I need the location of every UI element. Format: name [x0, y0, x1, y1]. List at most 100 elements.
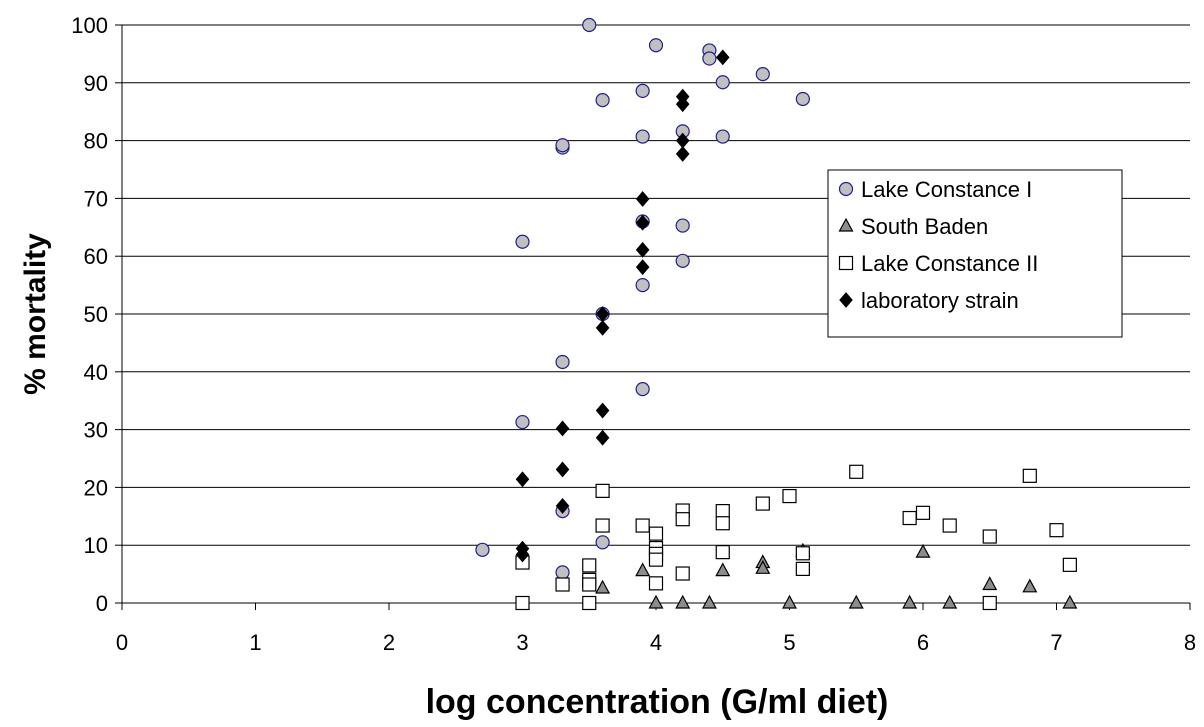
point-s1-1 [635, 562, 651, 577]
point-s2-13 [648, 552, 664, 567]
point-s3-7 [595, 319, 610, 336]
point-s0-26 [795, 91, 810, 107]
point-s1-7 [755, 560, 771, 574]
point-s2-7 [595, 483, 610, 498]
point-s1-12 [915, 543, 931, 558]
point-s2-14 [648, 576, 664, 591]
point-s0-23 [715, 75, 730, 90]
legend: Lake Constance I South Baden Lake Constanc… [827, 169, 1123, 338]
point-s2-27 [915, 505, 931, 520]
grid-lines [122, 24, 1190, 546]
point-s0-24 [715, 129, 730, 144]
legend-marker-1 [838, 217, 854, 232]
point-s3-12 [635, 241, 650, 258]
point-s0-20 [675, 253, 690, 268]
x-tick-label-2: 2 [383, 630, 395, 655]
point-s3-18 [715, 49, 730, 66]
point-s1-5 [715, 562, 731, 577]
point-s0-17 [648, 38, 664, 53]
point-s1-3 [675, 594, 691, 609]
y-tick-labels: 0 10 20 30 40 50 60 70 80 90 100 [71, 13, 108, 616]
point-s2-30 [982, 595, 997, 611]
point-s0-15 [635, 278, 650, 293]
x-tick-label-8: 8 [1184, 630, 1196, 655]
point-s2-2 [555, 577, 570, 592]
point-s2-25 [849, 464, 864, 479]
point-s2-16 [675, 512, 690, 527]
point-s2-32 [1049, 523, 1064, 538]
point-s1-13 [942, 594, 958, 609]
point-s2-9 [635, 518, 650, 533]
point-s3-10 [635, 191, 650, 207]
y-axis-title: % mortality [19, 233, 52, 395]
x-tick-labels: 0 1 2 3 4 5 6 7 8 [116, 630, 1196, 655]
y-tick-label-0: 0 [96, 591, 108, 616]
point-s3-5 [555, 497, 570, 514]
legend-marker-2 [838, 255, 854, 271]
point-s0-2 [515, 234, 530, 249]
point-s2-20 [715, 545, 730, 560]
x-tick-label-6: 6 [917, 630, 929, 655]
series-3 [515, 49, 730, 563]
point-s1-15 [1022, 578, 1038, 593]
point-s3-11 [635, 214, 650, 231]
legend-marker-0 [838, 181, 854, 197]
y-tick-label-7: 70 [84, 186, 108, 211]
point-s0-9 [595, 93, 610, 108]
point-s0-4 [555, 138, 570, 153]
y-tick-label-10: 100 [71, 13, 108, 38]
point-s3-2 [515, 546, 530, 563]
point-s1-14 [982, 576, 998, 591]
x-tick-label-3: 3 [516, 630, 528, 655]
point-s3-3 [555, 420, 570, 437]
x-tick-label-1: 1 [249, 630, 261, 655]
y-tick-label-3: 30 [84, 418, 108, 443]
point-s0-0 [475, 542, 490, 557]
y-tick-label-8: 80 [84, 129, 108, 154]
point-s3-0 [515, 471, 530, 488]
y-tick-label-9: 90 [84, 71, 108, 96]
point-s1-16 [1062, 594, 1078, 609]
point-s2-29 [982, 529, 997, 544]
point-s3-4 [555, 461, 570, 478]
point-s0-13 [635, 129, 650, 144]
point-s0-7 [555, 565, 570, 580]
point-s0-11 [595, 535, 610, 550]
point-s3-9 [595, 429, 610, 446]
point-s0-5 [555, 354, 570, 370]
legend-label-2: Lake Constance II [861, 251, 1038, 276]
y-tick-label-5: 50 [84, 302, 108, 327]
y-tick-label-4: 40 [84, 360, 108, 385]
series-0 [475, 17, 810, 580]
x-tick-label-4: 4 [650, 630, 662, 655]
point-s2-1 [515, 595, 530, 611]
legend-label-0: Lake Constance I [861, 177, 1032, 202]
x-tick-label-7: 7 [1050, 630, 1062, 655]
x-tick-label-5: 5 [783, 630, 795, 655]
point-s0-19 [675, 218, 690, 233]
point-s0-16 [635, 382, 650, 397]
point-s2-24 [795, 561, 810, 576]
point-s2-5 [582, 577, 597, 592]
point-s2-23 [795, 546, 810, 561]
y-tick-label-6: 60 [84, 244, 108, 269]
y-tick-label-1: 10 [84, 533, 108, 558]
point-s1-10 [848, 594, 864, 609]
point-s1-2 [648, 594, 664, 609]
point-s2-3 [582, 558, 597, 573]
x-tick-label-0: 0 [116, 630, 128, 655]
point-s2-8 [595, 518, 610, 533]
series-2 [515, 464, 1077, 611]
y-tick-label-2: 20 [84, 475, 108, 500]
point-s3-15 [675, 96, 690, 113]
point-s2-17 [675, 566, 690, 581]
point-s2-6 [582, 595, 597, 611]
point-s2-22 [782, 488, 797, 504]
point-s3-8 [595, 402, 610, 419]
point-s2-18 [715, 503, 730, 519]
point-s2-33 [1062, 557, 1077, 572]
x-axis-title: log concentration (G/ml diet) [426, 683, 889, 721]
point-s1-11 [902, 594, 918, 609]
data-points [475, 17, 1078, 611]
